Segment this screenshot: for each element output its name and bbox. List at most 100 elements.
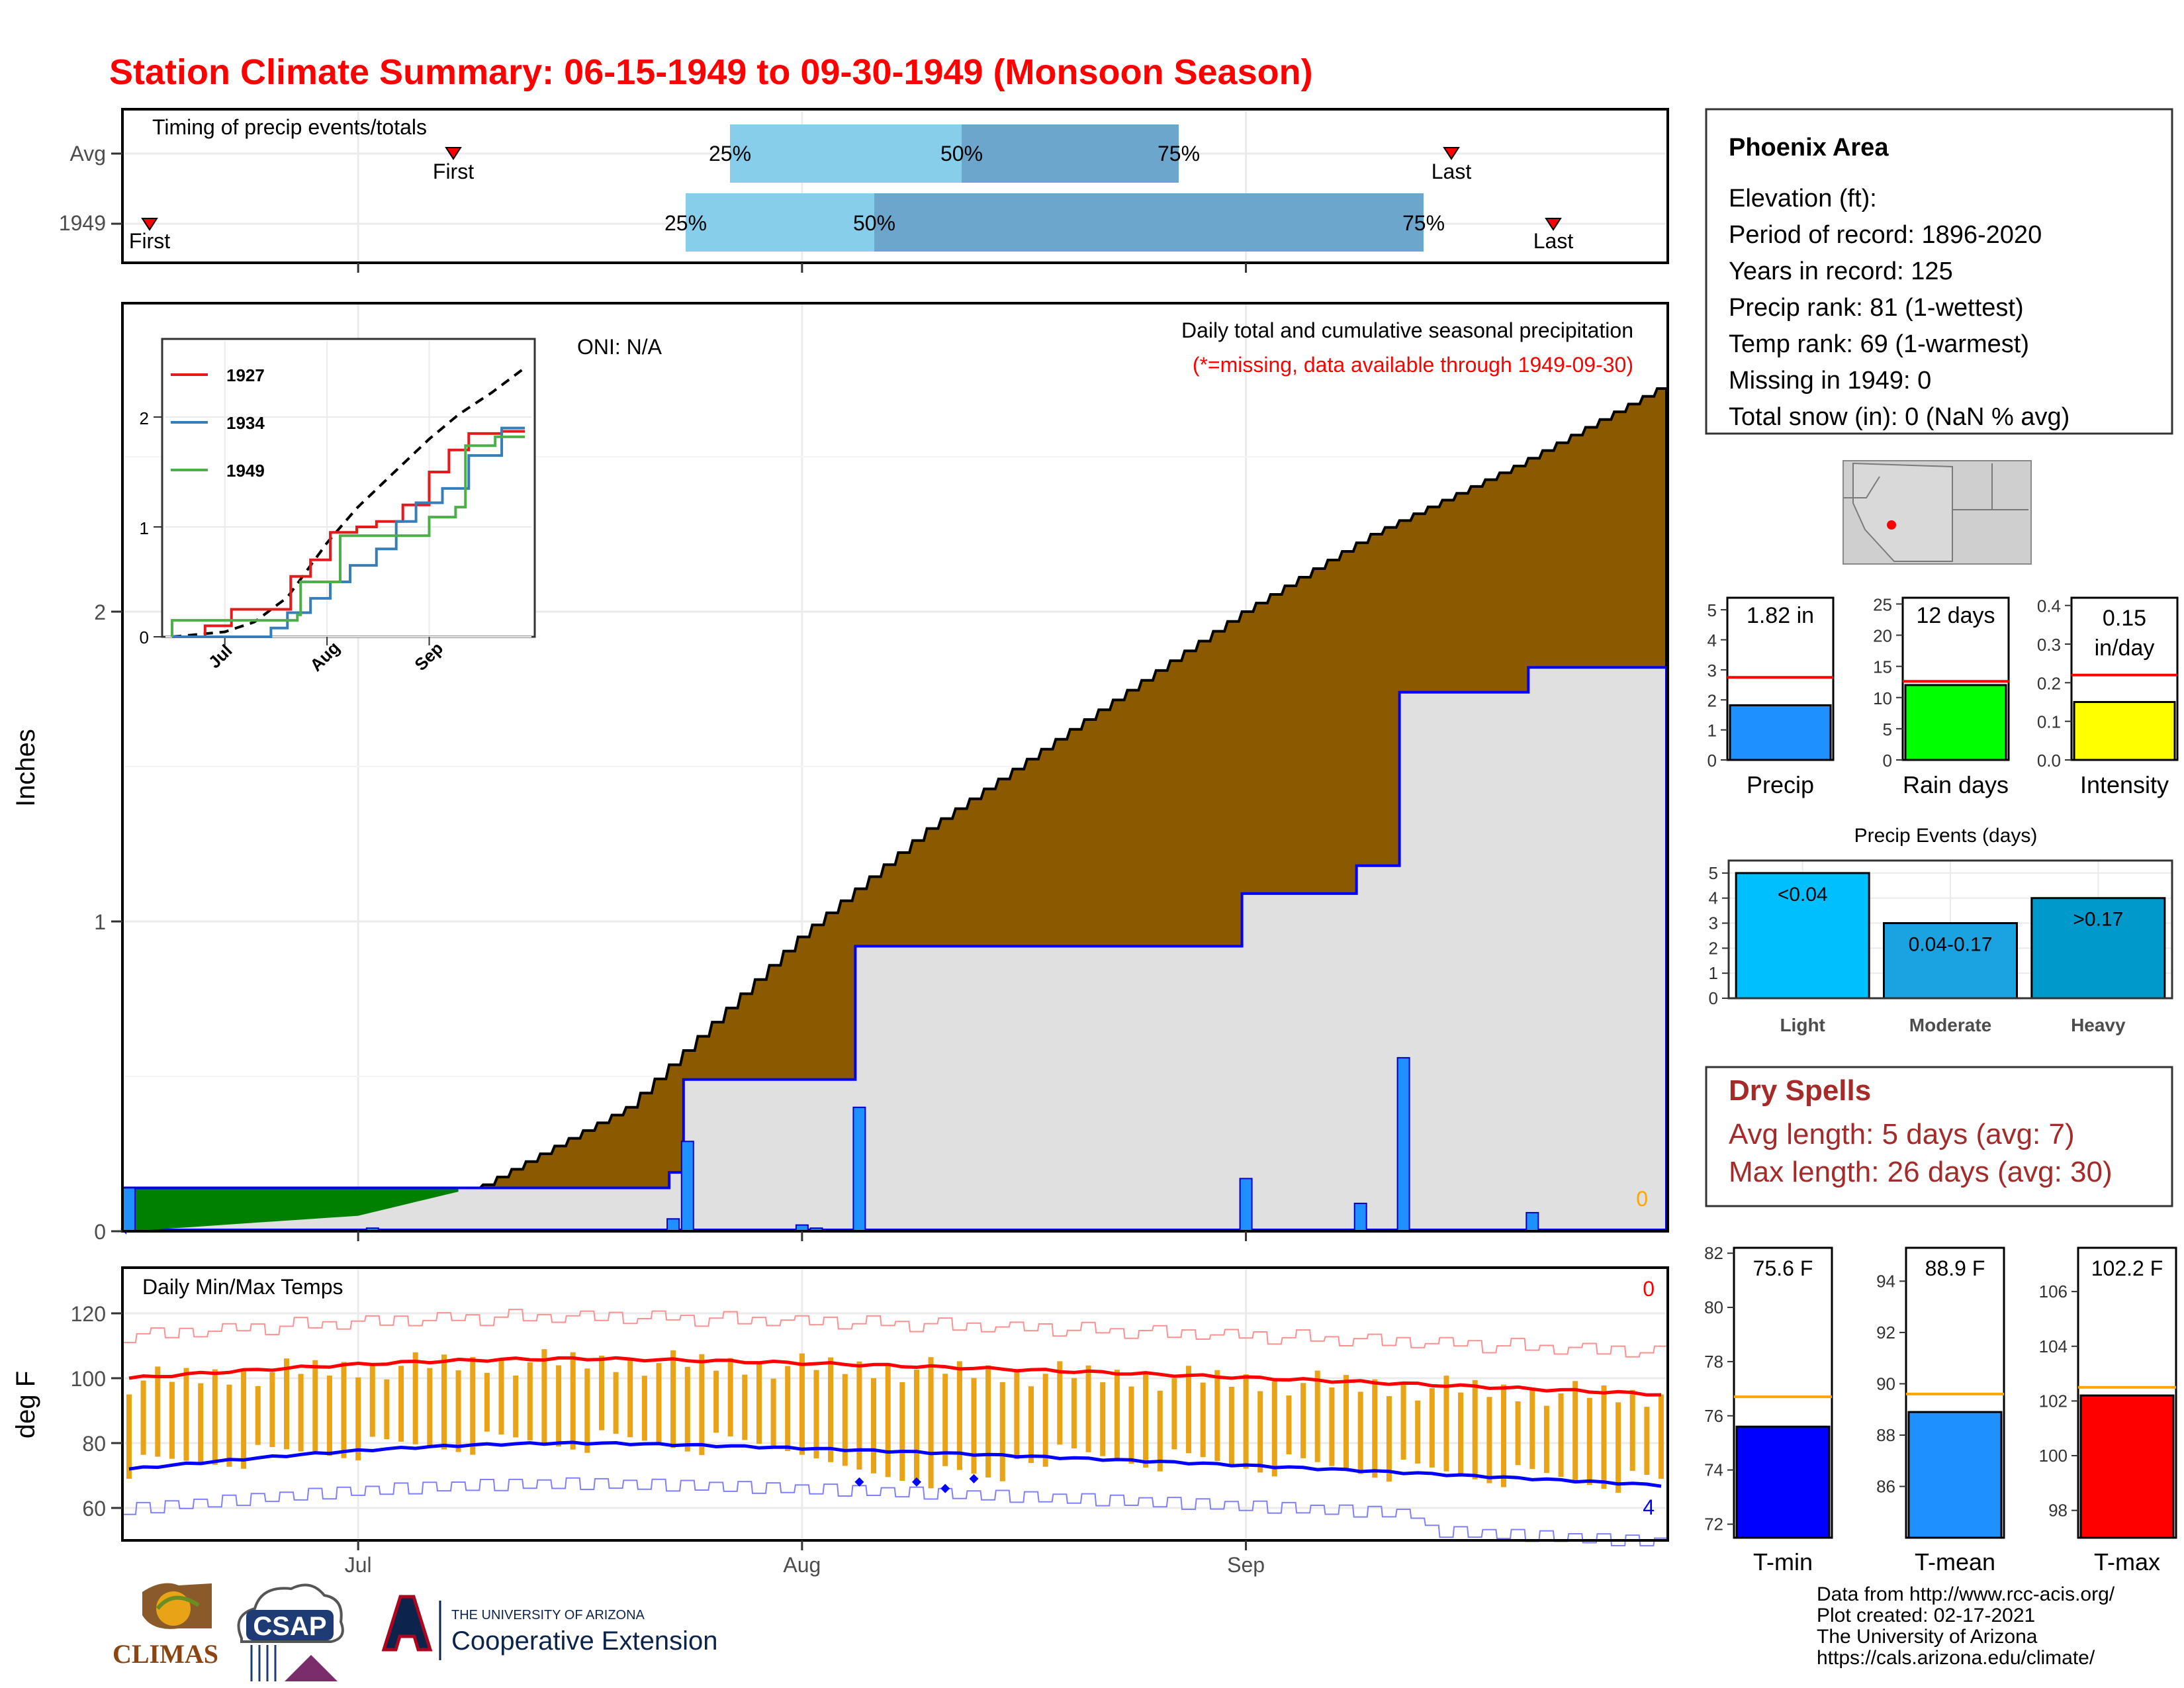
daily-temp-bar [169,1382,175,1459]
inset-1949-line [171,435,525,637]
station-location-dot [1887,520,1896,530]
dry-spells-avg: Avg length: 5 days (avg: 7) [1729,1118,2075,1150]
locator-map [1843,460,2032,565]
record-low-marker [969,1474,979,1483]
precip-event-range: <0.04 [1778,884,1828,906]
y1949-last-label: Last [1533,229,1574,253]
summary-tick: 4 [1707,631,1717,651]
daily-precip-bar [666,1218,680,1233]
daily-temp-bar [727,1358,733,1436]
inset-1927-line [172,430,525,638]
daily-temp-bar [341,1362,347,1458]
avg-q50: 50% [940,142,983,165]
daily-temp-bar [856,1361,862,1470]
daily-temp-bar [1429,1388,1435,1468]
daily-temp-bar [813,1370,819,1459]
summary-tick: 25 [1873,594,1892,614]
temp-summary-t-max: 98 100 102 104 106 102.2 F T-max [2039,1246,2177,1575]
daily-precip-bar [1396,1056,1410,1233]
daily-temp-bar [1186,1366,1191,1454]
avg-last-marker [1443,147,1460,160]
avg-first-marker [445,147,462,160]
summary-tick: 0.2 [2037,673,2061,693]
summary-bar-charts: 0 1 2 3 4 5 1.82 in Precip 0 5 10 15 20 25 12 days Rain… [1707,594,2179,798]
legend-1934: 1934 [226,413,265,433]
temp-summary-tick: 86 [1876,1476,1895,1496]
temp-summary-tick: 94 [1876,1271,1895,1291]
daily-temp-bar [584,1368,590,1453]
daily-temp-bar [1501,1384,1506,1487]
precip-event-tick: 0 [1709,988,1718,1008]
temp-summary-fill [1907,1411,2003,1539]
temp-summary-tick: 88 [1876,1425,1895,1445]
timing-panel: Timing of precip events/totals Avg 1949 … [59,108,1669,273]
daily-temp-bar [527,1362,533,1440]
historical-inset: 1927 1934 1949 0 1 2 Jul Aug Sep [140,338,536,675]
ua-line1: THE UNIVERSITY OF ARIZONA [451,1608,645,1622]
temp-summary-value: 102.2 F [2091,1256,2163,1280]
daily-temp-bar [1458,1392,1464,1476]
max-count: 0 [1643,1277,1655,1301]
summary-tick: 1 [1707,721,1717,741]
daily-temp-bar [1400,1383,1406,1460]
precip-events-chart: Precip Events (days) <0.04 Light 0.04-0.17… [1709,825,2173,1035]
temp-summary-label: T-max [2094,1548,2160,1575]
temp-summary-tick: 76 [1704,1406,1723,1426]
daily-temp-bar [756,1362,762,1444]
summary-bar-fill [1904,684,2007,761]
y1949-quartile-low-bar [686,193,874,252]
daily-temp-bars [126,1349,1664,1493]
ua-logo: THE UNIVERSITY OF ARIZONA Cooperative Ex… [381,1595,717,1660]
temp-y-tick: 80 [82,1432,106,1456]
avg-q25: 25% [709,142,751,165]
early-season-area [124,1188,459,1231]
precip-note: (*=missing, data available through 1949-… [1193,353,1633,377]
info-years: Years in record: 125 [1729,258,1953,285]
temp-summary-tick: 104 [2039,1336,2068,1356]
daily-temp-bar [1558,1393,1564,1477]
climas-logo: CLIMAS [113,1583,218,1669]
temp-summary-value: 75.6 F [1753,1256,1813,1280]
temp-summary-t-min: 72 74 76 78 80 82 75.6 F T-min [1704,1243,1833,1575]
summary-tick: 5 [1707,600,1717,620]
daily-temp-bar [1100,1382,1106,1456]
precip-events-title: Precip Events (days) [1854,825,2038,847]
summary-label: Precip [1747,771,1814,798]
y1949-last-marker [1545,218,1562,231]
temp-summary-tick: 82 [1704,1243,1723,1263]
daily-temp-bar [369,1364,375,1437]
avg-first-label: First [433,160,474,183]
precip-event-tick: 5 [1709,863,1718,883]
daily-temp-bar [684,1366,690,1452]
daily-temp-bar [384,1379,390,1440]
avg-min-line [128,1440,1662,1488]
daily-precip-bar [1525,1211,1539,1233]
daily-temp-bar [785,1366,791,1452]
daily-temp-bar [155,1366,161,1457]
daily-temp-bar [1357,1391,1363,1474]
precip-event-range: >0.17 [2073,909,2123,931]
precip-y-tick: 0 [94,1220,106,1244]
daily-temp-bar [1157,1390,1163,1472]
temp-y-tick: 100 [71,1367,106,1391]
daily-temp-bar [1386,1396,1392,1482]
daily-temp-bar [1071,1378,1077,1449]
summary-label: Intensity [2080,771,2169,798]
daily-temp-bar [871,1378,876,1474]
record-low-marker [854,1477,864,1487]
ua-line2: Cooperative Extension [451,1626,717,1656]
daily-temp-bar [1372,1379,1378,1478]
daily-temp-bar [670,1350,676,1448]
daily-precip-bar [1353,1202,1367,1233]
daily-temp-bar [1028,1386,1034,1463]
daily-temp-bar [1128,1386,1134,1464]
dry-spells-box: Dry Spells Avg length: 5 days (avg: 7) M… [1705,1066,2173,1207]
avg-quartile-high-bar [962,124,1179,183]
daily-temp-bar [1271,1378,1277,1477]
summary-tick: 3 [1707,661,1717,680]
summary-value: 12 days [1916,603,1995,628]
precip-y-tick: 2 [94,600,106,624]
summary-bar-fill [2073,701,2176,761]
avg-quartile-low-bar [730,124,962,183]
